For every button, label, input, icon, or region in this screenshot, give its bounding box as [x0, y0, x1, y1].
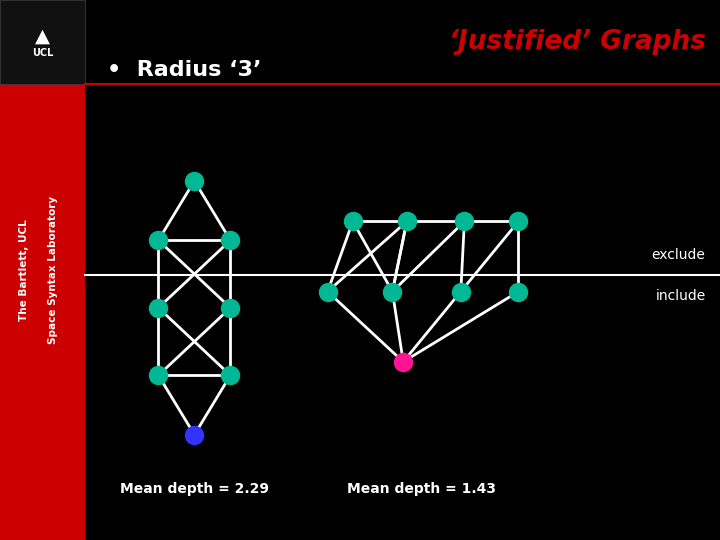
Bar — [0, 0, 85, 84]
Text: ▲: ▲ — [35, 27, 50, 46]
Text: exclude: exclude — [652, 248, 706, 262]
Text: UCL: UCL — [32, 48, 53, 58]
Text: •  Radius ‘3’: • Radius ‘3’ — [107, 60, 261, 80]
Text: Space Syntax Laboratory: Space Syntax Laboratory — [48, 196, 58, 344]
Text: Mean depth = 1.43: Mean depth = 1.43 — [347, 482, 495, 496]
Bar — [0, 84, 85, 540]
Text: include: include — [655, 289, 706, 303]
Text: Mean depth = 2.29: Mean depth = 2.29 — [120, 482, 269, 496]
Bar — [0, 0, 720, 84]
Text: The Bartlett, UCL: The Bartlett, UCL — [19, 219, 29, 321]
Text: ‘Justified’ Graphs: ‘Justified’ Graphs — [449, 29, 706, 55]
